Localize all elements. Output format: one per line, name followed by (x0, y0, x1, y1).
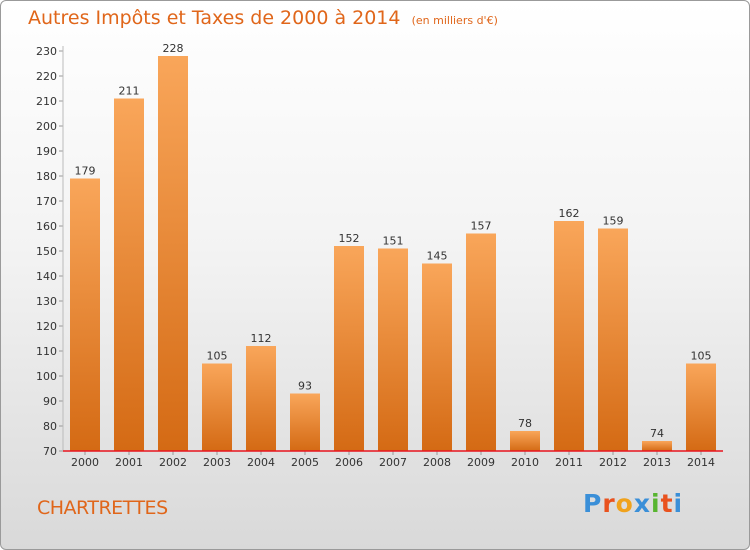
x-tick-label: 2001 (115, 456, 143, 469)
logo-letter: P (583, 489, 603, 518)
y-tick-label: 130 (36, 295, 57, 308)
y-tick-label: 210 (36, 95, 57, 108)
data-label: 179 (75, 165, 96, 178)
y-tick-label: 70 (43, 445, 57, 458)
bar (158, 56, 188, 451)
x-tick-label: 2011 (555, 456, 583, 469)
x-tick-label: 2010 (511, 456, 539, 469)
chart-unit-label: (en milliers d'€) (411, 14, 498, 27)
data-label: 151 (383, 235, 404, 248)
x-tick-label: 2007 (379, 456, 407, 469)
bar (378, 248, 408, 451)
y-tick-label: 110 (36, 345, 57, 358)
proxiti-logo: Proxiti (583, 489, 683, 518)
y-tick-label: 200 (36, 120, 57, 133)
data-label: 157 (471, 220, 492, 233)
data-label: 159 (603, 215, 624, 228)
bar (510, 431, 540, 451)
y-tick-label: 230 (36, 45, 57, 58)
data-label: 105 (691, 350, 712, 363)
data-label: 78 (518, 417, 532, 430)
bar (70, 178, 100, 451)
bar (686, 363, 716, 451)
data-label: 211 (119, 85, 140, 98)
bar (114, 98, 144, 451)
logo-letter: t (660, 489, 674, 518)
x-tick-label: 2004 (247, 456, 275, 469)
x-tick-label: 2008 (423, 456, 451, 469)
y-tick-label: 150 (36, 245, 57, 258)
data-label: 112 (251, 332, 272, 345)
bar (554, 221, 584, 451)
logo-letter: x (633, 489, 651, 518)
y-tick-label: 170 (36, 195, 57, 208)
data-label: 93 (298, 380, 312, 393)
data-label: 145 (427, 250, 448, 263)
data-label: 228 (163, 42, 184, 55)
chart-title: Autres Impôts et Taxes de 2000 à 2014 (e… (28, 7, 498, 29)
bar (246, 346, 276, 451)
bar (290, 393, 320, 451)
x-tick-label: 2003 (203, 456, 231, 469)
y-tick-label: 90 (43, 395, 57, 408)
bar (642, 441, 672, 451)
y-tick-label: 100 (36, 370, 57, 383)
chart-title-text: Autres Impôts et Taxes de 2000 à 2014 (28, 7, 401, 29)
bar (334, 246, 364, 451)
y-tick-label: 80 (43, 420, 57, 433)
bar (202, 363, 232, 451)
data-label: 105 (207, 350, 228, 363)
y-tick-label: 180 (36, 170, 57, 183)
x-tick-label: 2006 (335, 456, 363, 469)
y-tick-label: 120 (36, 320, 57, 333)
x-tick-label: 2012 (599, 456, 627, 469)
bar (466, 233, 496, 451)
x-tick-label: 2014 (687, 456, 715, 469)
logo-letter: r (602, 489, 616, 518)
x-tick-label: 2009 (467, 456, 495, 469)
data-label: 152 (339, 232, 360, 245)
data-label: 162 (559, 207, 580, 220)
logo-letter: i (651, 489, 661, 518)
data-label: 74 (650, 427, 664, 440)
x-tick-label: 2013 (643, 456, 671, 469)
y-tick-label: 190 (36, 145, 57, 158)
commune-name: CHARTRETTES (37, 497, 168, 519)
x-tick-label: 2002 (159, 456, 187, 469)
logo-letter: i (673, 489, 684, 518)
y-tick-label: 140 (36, 270, 57, 283)
x-tick-label: 2005 (291, 456, 319, 469)
bar (598, 228, 628, 451)
y-tick-label: 160 (36, 220, 57, 233)
bar (422, 263, 452, 451)
y-tick-label: 220 (36, 70, 57, 83)
logo-letter: o (615, 489, 634, 518)
x-tick-label: 2000 (71, 456, 99, 469)
